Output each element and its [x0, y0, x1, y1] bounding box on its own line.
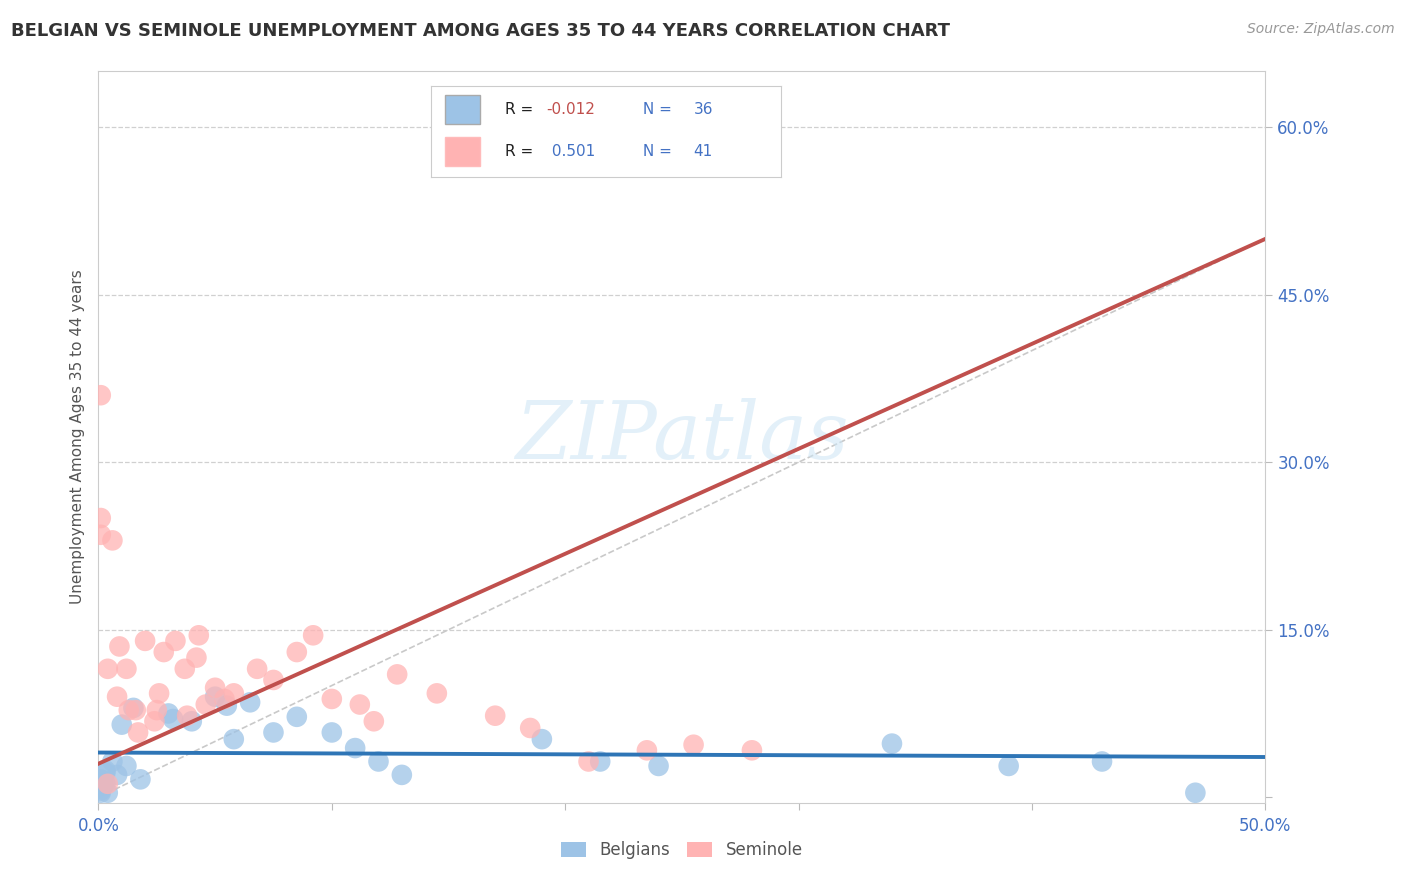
Point [115, 662, 138, 676]
Point [90, 388, 112, 402]
Point [90, 772, 112, 787]
Point [391, 768, 413, 782]
Point [285, 710, 308, 724]
Point [97, 786, 120, 800]
Point [143, 714, 166, 729]
Point [262, 725, 284, 739]
Point [101, 533, 124, 548]
Point [90, 511, 112, 525]
Point [122, 701, 145, 715]
Y-axis label: Unemployment Among Ages 35 to 44 years: Unemployment Among Ages 35 to 44 years [69, 269, 84, 605]
Point [222, 732, 245, 747]
Point [519, 721, 541, 735]
Point [194, 698, 217, 712]
Point [125, 703, 148, 717]
Point [363, 714, 385, 729]
Point [589, 755, 612, 769]
Point [186, 650, 208, 665]
Point [262, 673, 284, 687]
Point [647, 759, 669, 773]
Point [349, 698, 371, 712]
Point [118, 703, 141, 717]
Point [176, 708, 198, 723]
Point [636, 743, 658, 757]
Point [97, 662, 120, 676]
Point [111, 717, 134, 731]
Point [105, 690, 128, 704]
Point [367, 755, 389, 769]
Point [94, 765, 117, 780]
Point [302, 628, 325, 642]
Point [321, 692, 343, 706]
Point [530, 732, 553, 747]
Point [187, 628, 209, 642]
Point [285, 645, 308, 659]
Point [682, 738, 704, 752]
Point [880, 737, 903, 751]
Point [90, 528, 112, 542]
Text: BELGIAN VS SEMINOLE UNEMPLOYMENT AMONG AGES 35 TO 44 YEARS CORRELATION CHART: BELGIAN VS SEMINOLE UNEMPLOYMENT AMONG A… [11, 22, 950, 40]
Point [741, 743, 763, 757]
Point [1184, 786, 1206, 800]
Point [91, 779, 114, 793]
Point [105, 768, 128, 782]
Point [578, 755, 600, 769]
Point [146, 703, 169, 717]
Text: ZIPatlas: ZIPatlas [515, 399, 849, 475]
Point [97, 777, 120, 791]
Point [129, 772, 152, 787]
Point [94, 764, 117, 778]
Point [1091, 755, 1114, 769]
Point [162, 712, 184, 726]
Point [321, 725, 343, 739]
Point [222, 686, 245, 700]
Point [204, 690, 226, 704]
Point [214, 692, 236, 706]
Point [152, 645, 174, 659]
Point [344, 741, 367, 756]
Point [239, 695, 262, 709]
Point [148, 686, 170, 700]
Point [997, 759, 1019, 773]
Point [157, 706, 180, 721]
Point [90, 786, 112, 800]
Legend: Belgians, Seminole: Belgians, Seminole [553, 833, 811, 868]
Point [87, 781, 110, 796]
Point [108, 640, 131, 654]
Point [484, 708, 506, 723]
Point [180, 714, 202, 729]
Point [134, 633, 156, 648]
Point [246, 662, 269, 676]
Point [90, 783, 112, 797]
Point [115, 759, 138, 773]
Point [426, 686, 449, 700]
Text: Source: ZipAtlas.com: Source: ZipAtlas.com [1247, 22, 1395, 37]
Point [173, 662, 195, 676]
Point [127, 725, 149, 739]
Point [215, 698, 238, 713]
Point [91, 777, 114, 791]
Point [94, 777, 117, 791]
Point [204, 681, 226, 695]
Point [165, 633, 187, 648]
Point [385, 667, 408, 681]
Point [101, 755, 124, 769]
